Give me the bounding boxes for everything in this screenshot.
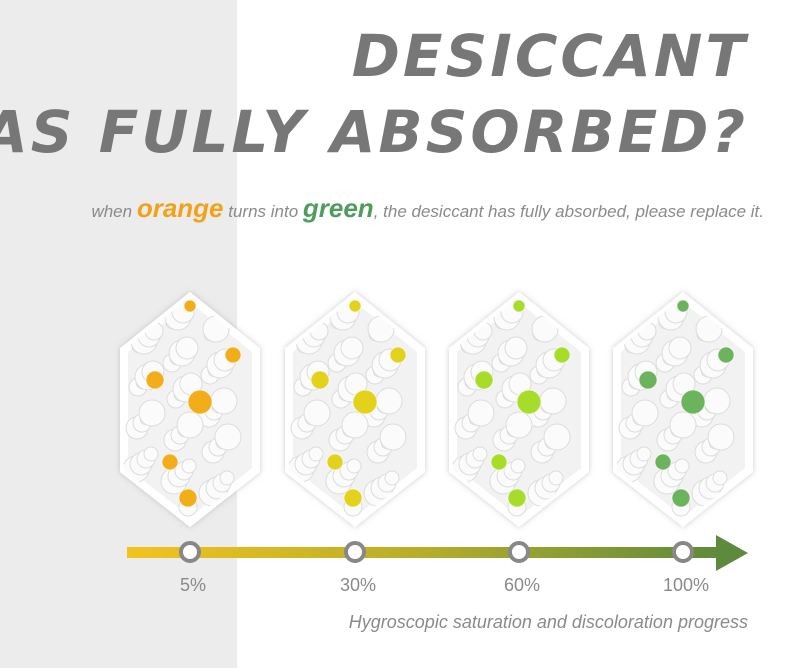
colored-bead [676, 299, 690, 313]
colored-bead [654, 453, 672, 471]
stage: 60% [449, 291, 589, 595]
clear-bead [340, 336, 364, 360]
title-line: DESICCANT [352, 22, 750, 90]
subtitle-text: , the desiccant has fully absorbed, plea… [374, 202, 764, 221]
clear-bead [543, 423, 571, 451]
clear-bead [176, 411, 204, 439]
stage-label: 30% [340, 575, 376, 595]
stage: 5% [120, 291, 260, 595]
title-line: HAS FULLY ABSORBED? [0, 98, 748, 166]
clear-bead [308, 446, 324, 462]
stage-label: 60% [504, 575, 540, 595]
colored-bead [343, 488, 363, 508]
colored-bead [310, 370, 330, 390]
colored-bead [512, 299, 526, 313]
colored-bead [507, 488, 527, 508]
clear-bead [636, 446, 652, 462]
subtitle: when orange turns into green, the desicc… [91, 193, 764, 223]
clear-bead [539, 387, 567, 415]
clear-bead [379, 423, 407, 451]
clear-bead [668, 336, 692, 360]
arrow-head [716, 535, 748, 571]
clear-bead [712, 470, 728, 486]
colored-bead [680, 389, 706, 415]
clear-bead [175, 336, 199, 360]
subtitle-text: turns into [224, 202, 303, 221]
stage: 30% [285, 291, 425, 595]
clear-bead [548, 470, 564, 486]
clear-bead [367, 315, 395, 343]
clear-bead [138, 399, 166, 427]
clear-bead [504, 336, 528, 360]
colored-bead [553, 346, 571, 364]
beads [289, 299, 407, 517]
progress-marker [344, 541, 366, 563]
clear-bead [143, 446, 159, 462]
colored-bead [671, 488, 691, 508]
colored-bead [145, 370, 165, 390]
clear-bead [303, 399, 331, 427]
colored-bead [516, 389, 542, 415]
beads [617, 299, 735, 517]
progress-marker [179, 541, 201, 563]
progress-marker [672, 541, 694, 563]
clear-bead [341, 411, 369, 439]
progress-bar [127, 547, 722, 558]
caption: Hygroscopic saturation and discoloration… [349, 612, 748, 632]
stage: 100% [613, 291, 753, 595]
clear-bead [214, 423, 242, 451]
clear-bead [346, 458, 362, 474]
stage-label: 100% [663, 575, 709, 595]
colored-bead [717, 346, 735, 364]
colored-bead [326, 453, 344, 471]
beads [124, 299, 242, 517]
clear-bead [531, 315, 559, 343]
clear-bead [181, 458, 197, 474]
progress-marker [508, 541, 530, 563]
colored-bead [187, 389, 213, 415]
colored-bead [161, 453, 179, 471]
clear-bead [631, 399, 659, 427]
clear-bead [219, 470, 235, 486]
clear-bead [384, 470, 400, 486]
colored-bead [389, 346, 407, 364]
colored-bead [474, 370, 494, 390]
colored-bead [224, 346, 242, 364]
clear-bead [375, 387, 403, 415]
colored-bead [183, 299, 197, 313]
clear-bead [695, 315, 723, 343]
clear-bead [467, 399, 495, 427]
clear-bead [703, 387, 731, 415]
colored-bead [178, 488, 198, 508]
stage-label: 5% [180, 575, 206, 595]
clear-bead [472, 446, 488, 462]
clear-bead [510, 458, 526, 474]
clear-bead [674, 458, 690, 474]
green-word: green [302, 193, 374, 223]
clear-bead [210, 387, 238, 415]
colored-bead [348, 299, 362, 313]
clear-bead [707, 423, 735, 451]
subtitle-text: when [91, 202, 136, 221]
colored-bead [352, 389, 378, 415]
clear-bead [669, 411, 697, 439]
clear-bead [505, 411, 533, 439]
orange-word: orange [137, 193, 224, 223]
colored-bead [490, 453, 508, 471]
colored-bead [638, 370, 658, 390]
